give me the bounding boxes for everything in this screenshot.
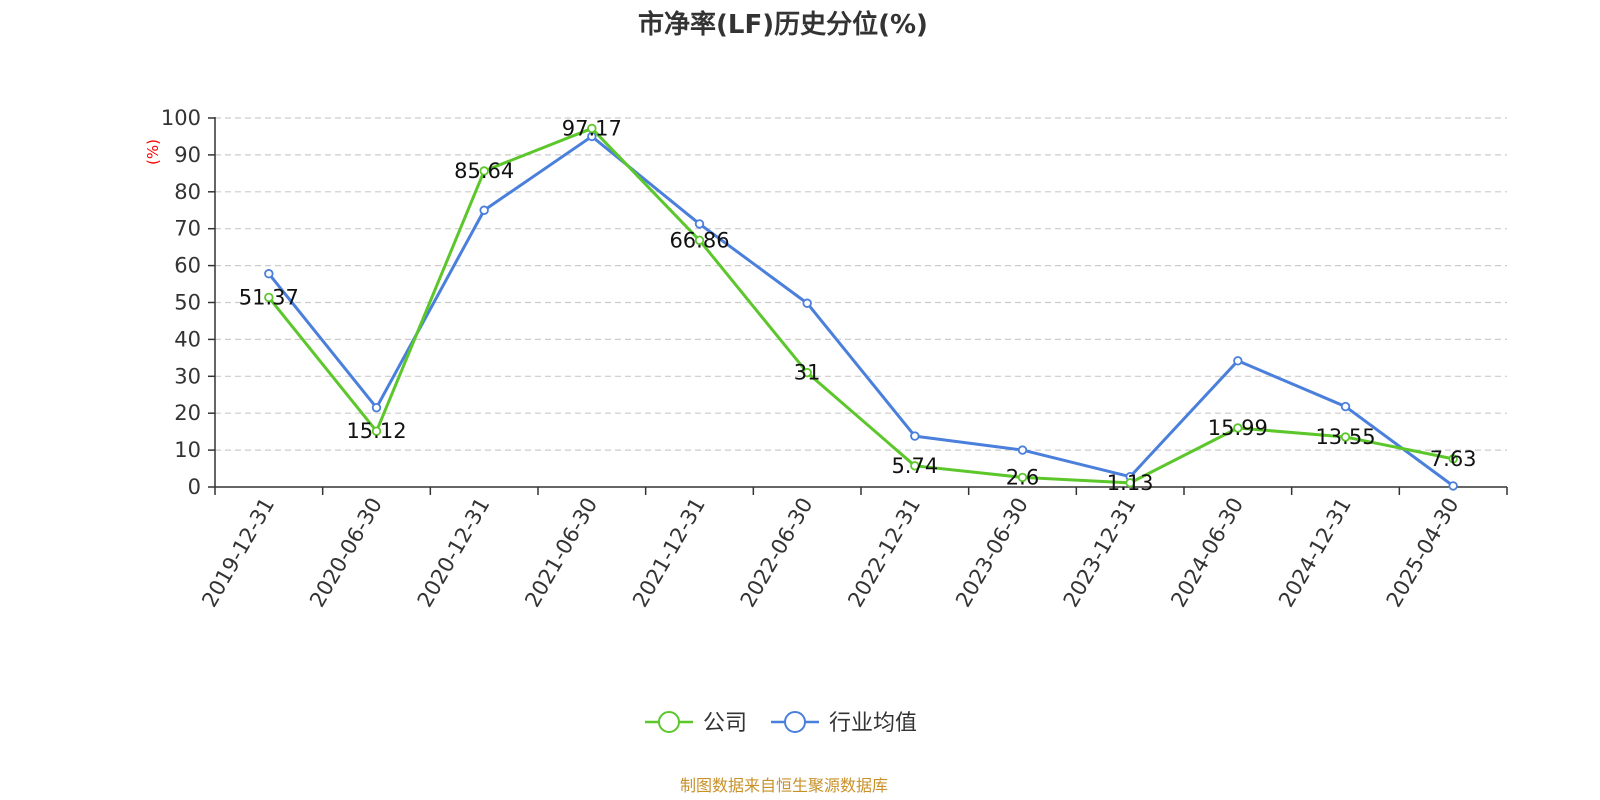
series-line bbox=[267, 126, 1454, 485]
y-tick-label: 80 bbox=[174, 180, 201, 204]
data-label: 51.37 bbox=[239, 285, 299, 309]
data-labels: 51.37 15.12 85.64 97.17 66.86 31 5.74 2.6 1.13 15… bbox=[239, 116, 1477, 494]
y-tick-label: 40 bbox=[174, 327, 201, 351]
data-point[interactable] bbox=[587, 123, 597, 134]
data-label: 66.86 bbox=[669, 228, 729, 252]
data-label: 15.99 bbox=[1208, 416, 1268, 440]
chart-title: 市净率(LF)历史分位(%) bbox=[638, 9, 928, 40]
y-tick-label: 50 bbox=[174, 291, 201, 315]
data-point[interactable] bbox=[1448, 454, 1458, 464]
data-label: 13.55 bbox=[1315, 425, 1375, 449]
y-tick-label: 70 bbox=[174, 217, 201, 241]
x-axis: 2019-12-31 2020-06-30 2020-12-31 2021-06-30… bbox=[197, 486, 1508, 612]
data-point[interactable] bbox=[1125, 478, 1135, 488]
y-tick-label: 30 bbox=[174, 364, 201, 388]
x-tick-label: 2021-06-30 bbox=[520, 494, 602, 612]
legend-item[interactable]: 行业均值 bbox=[771, 711, 917, 736]
data-point[interactable] bbox=[264, 269, 274, 279]
x-tick-label: 2019-12-31 bbox=[197, 494, 279, 612]
data-point[interactable] bbox=[802, 298, 812, 308]
source-note: 制图数据来自恒生聚源数据库 bbox=[680, 776, 888, 795]
x-tick-label: 2025-04-30 bbox=[1382, 494, 1464, 612]
y-tick-label: 20 bbox=[174, 401, 201, 425]
series-0 bbox=[264, 123, 1458, 488]
legend-label: 行业均值 bbox=[829, 711, 917, 736]
data-label: 5.74 bbox=[891, 454, 938, 478]
series-1 bbox=[264, 131, 1458, 491]
x-tick-label: 2020-06-30 bbox=[305, 494, 387, 612]
x-tick-label: 2020-12-31 bbox=[413, 493, 495, 611]
legend-label: 公司 bbox=[703, 711, 747, 736]
data-point[interactable] bbox=[1017, 472, 1028, 483]
x-tick-label: 2023-06-30 bbox=[951, 494, 1033, 612]
data-point[interactable] bbox=[1233, 423, 1243, 433]
x-tick-label: 2022-12-31 bbox=[843, 493, 925, 611]
data-label: 1.13 bbox=[1107, 471, 1154, 495]
data-point[interactable] bbox=[1340, 432, 1351, 442]
data-label: 31 bbox=[794, 361, 821, 385]
series-layer bbox=[264, 123, 1458, 491]
data-point[interactable] bbox=[371, 426, 382, 436]
y-tick-label: 90 bbox=[174, 143, 201, 167]
y-tick-label: 10 bbox=[174, 438, 201, 462]
x-tick-label: 2024-12-31 bbox=[1274, 494, 1356, 612]
y-axis: 0 10 20 30 40 50 60 70 80 90 100 bbox=[161, 106, 216, 499]
data-label: 85.64 bbox=[454, 159, 514, 183]
x-tick-label: 2023-12-31 bbox=[1059, 494, 1141, 612]
data-point[interactable] bbox=[910, 431, 920, 441]
y-axis-unit: (%) bbox=[144, 139, 162, 165]
data-label: 15.12 bbox=[346, 419, 406, 443]
legend[interactable]: 公司 行业均值 bbox=[645, 711, 917, 736]
data-point[interactable] bbox=[694, 219, 705, 229]
data-point[interactable] bbox=[1017, 445, 1028, 455]
data-point[interactable] bbox=[479, 205, 489, 215]
y-tick-label: 0 bbox=[188, 475, 201, 499]
data-point[interactable] bbox=[1233, 356, 1243, 366]
y-tick-label: 100 bbox=[161, 106, 201, 130]
data-point[interactable] bbox=[264, 292, 274, 303]
y-tick-label: 60 bbox=[174, 254, 201, 278]
series-line bbox=[267, 134, 1455, 488]
x-tick-label: 2021-12-31 bbox=[628, 494, 710, 612]
data-point[interactable] bbox=[910, 461, 920, 471]
legend-marker-icon bbox=[784, 711, 806, 733]
data-label: 97.17 bbox=[562, 116, 622, 140]
x-tick-label: 2022-06-30 bbox=[736, 494, 818, 612]
legend-item[interactable]: 公司 bbox=[645, 711, 747, 736]
data-point[interactable] bbox=[479, 166, 489, 176]
data-point[interactable] bbox=[694, 235, 705, 245]
data-point[interactable] bbox=[371, 402, 382, 413]
legend-marker-icon bbox=[658, 711, 680, 733]
data-point[interactable] bbox=[1340, 401, 1351, 412]
data-point[interactable] bbox=[1448, 481, 1458, 491]
data-label: 2.6 bbox=[1006, 465, 1039, 489]
grid-lines bbox=[215, 117, 1507, 451]
data-label: 7.63 bbox=[1430, 447, 1477, 471]
data-point[interactable] bbox=[802, 367, 812, 378]
x-tick-label: 2024-06-30 bbox=[1166, 494, 1248, 612]
